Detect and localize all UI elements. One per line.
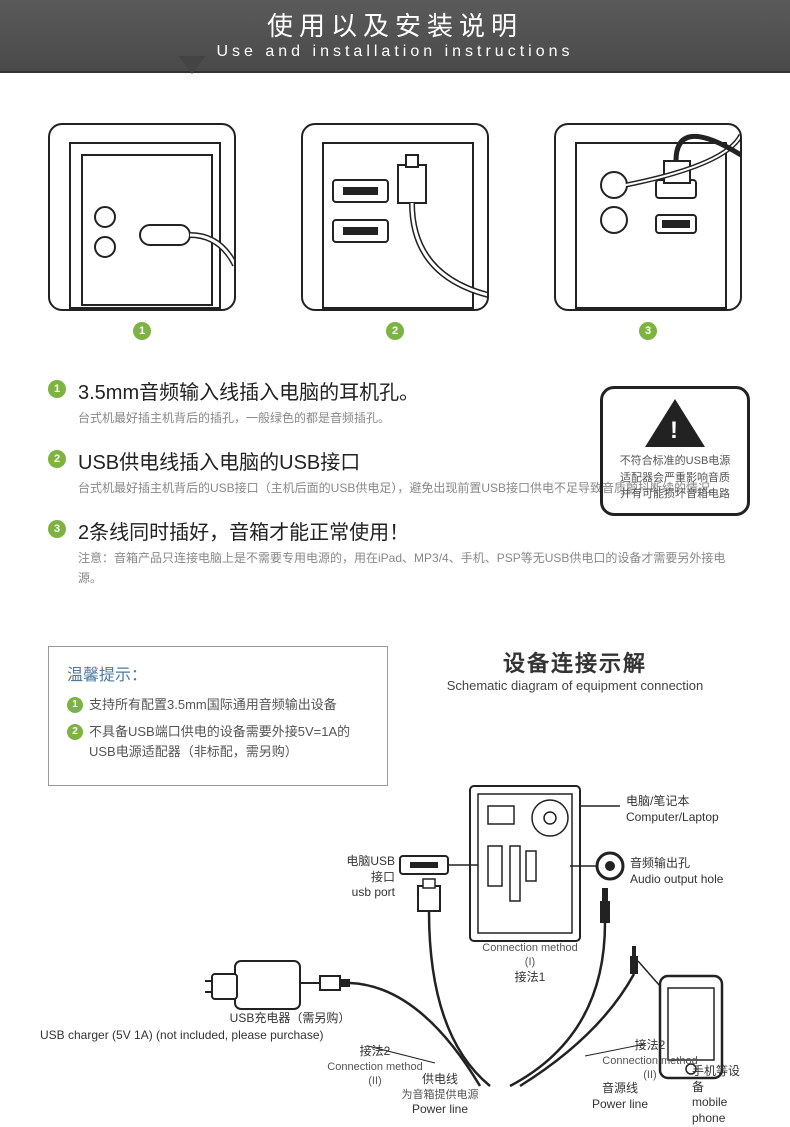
step-title: 2条线同时插好，音箱才能正常使用！ (78, 516, 742, 545)
connection-diagram: 电脑USB接口 usb port 电脑/笔记本 Computer/Laptop … (40, 776, 750, 1116)
power-cn: 供电线 (380, 1072, 500, 1088)
step-sub: 台式机最好插主机背后的插孔，一般绿色的都是音频插孔。 (78, 409, 419, 428)
audio-line-en: Power line (570, 1097, 670, 1113)
figure-3: 3 (554, 123, 742, 340)
warning-box: 不符合标准的USB电源 适配器会严重影响音质 并有可能损坏音箱电路 (600, 386, 750, 516)
lower-section: 温馨提示： 1 支持所有配置3.5mm国际通用音频输出设备 2 不具备USB端口供电… (0, 606, 790, 786)
schematic-title-en: Schematic diagram of equipment connectio… (408, 678, 742, 693)
step-3: 3 2条线同时插好，音箱才能正常使用！ 注意：音箱产品只连接电脑上是不需要专用电… (48, 516, 742, 587)
figure-badge-3: 3 (639, 322, 657, 340)
tip-text-2: 不具备USB端口供电的设备需要外接5V=1A的USB电源适配器（非标配，需另购） (89, 722, 369, 764)
schematic-title-cn: 设备连接示解 (408, 646, 742, 678)
audio-label-cn: 音频输出孔 (630, 856, 723, 872)
header-bar: 使用以及安装说明 Use and installation instructio… (0, 0, 790, 73)
step-sub: 注意：音箱产品只连接电脑上是不需要专用电源的，用在iPad、MP3/4、手机、P… (78, 549, 742, 587)
header-title-cn: 使用以及安装说明 (0, 6, 790, 43)
conn2b-en: Connection method (II) (595, 1054, 705, 1083)
tips-box: 温馨提示： 1 支持所有配置3.5mm国际通用音频输出设备 2 不具备USB端口供电… (48, 646, 388, 786)
warning-text-1: 不符合标准的USB电源 (609, 453, 741, 470)
power-en: Power line (380, 1102, 500, 1118)
warning-text-2: 适配器会严重影响音质 (609, 470, 741, 487)
power-sub: 为音箱提供电源 (380, 1088, 500, 1102)
usb-port-label-cn: 电脑USB接口 (340, 854, 395, 885)
conn1-en: Connection method (I) (480, 941, 580, 970)
tip-badge: 2 (67, 724, 83, 740)
conn1-cn: 接法1 (480, 970, 580, 986)
figure-1: 1 (48, 123, 236, 340)
charger-en: USB charger (5V 1A) (not included, pleas… (40, 1028, 360, 1044)
step-badge: 3 (48, 520, 66, 538)
usb-port-label-en: usb port (340, 885, 395, 901)
step-title: 3.5mm音频输入线插入电脑的耳机孔。 (78, 376, 419, 405)
steps-section: 1 3.5mm音频输入线插入电脑的耳机孔。 台式机最好插主机背后的插孔，一般绿色… (0, 346, 790, 588)
conn2b-cn: 接法2 (595, 1038, 705, 1054)
phone-en: mobile phone (692, 1095, 750, 1126)
figure-row: 1 2 (0, 73, 790, 346)
figure-2: 2 (301, 123, 489, 340)
phone-cn: 手机等设备 (692, 1064, 750, 1095)
tips-title: 温馨提示： (67, 661, 369, 685)
warning-icon (645, 399, 705, 447)
audio-line-cn: 音源线 (570, 1081, 670, 1097)
computer-label-en: Computer/Laptop (626, 810, 719, 826)
conn2a-cn: 接法2 (320, 1044, 430, 1060)
tip-text-1: 支持所有配置3.5mm国际通用音频输出设备 (89, 695, 337, 716)
step-badge: 2 (48, 450, 66, 468)
charger-cn: USB充电器（需另购） (210, 1011, 370, 1027)
tip-badge: 1 (67, 697, 83, 713)
schematic-section: 设备连接示解 Schematic diagram of equipment co… (388, 646, 742, 786)
warning-text-3: 并有可能损坏音箱电路 (609, 486, 741, 503)
figure-badge-1: 1 (133, 322, 151, 340)
header-pointer-icon (178, 56, 206, 74)
audio-label-en: Audio output hole (630, 872, 723, 888)
header-title-en: Use and installation instructions (0, 43, 790, 61)
computer-label-cn: 电脑/笔记本 (626, 794, 719, 810)
figure-badge-2: 2 (386, 322, 404, 340)
step-badge: 1 (48, 380, 66, 398)
